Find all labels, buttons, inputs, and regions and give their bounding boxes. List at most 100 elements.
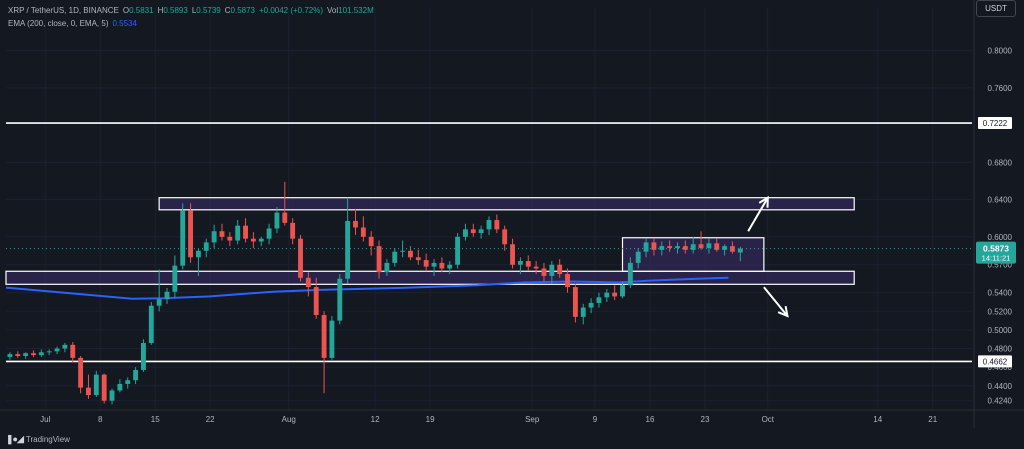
time-tick-label: Jul	[40, 415, 50, 424]
candle	[180, 203, 186, 270]
change-value: +0.0042 (+0.72%)	[258, 6, 324, 15]
horizontal-levels	[6, 122, 972, 363]
candle	[463, 223, 468, 241]
candle-body	[266, 228, 272, 239]
candle	[353, 208, 358, 235]
candle	[235, 220, 241, 245]
candle	[698, 231, 704, 250]
candle	[360, 216, 366, 242]
candle-body	[730, 246, 735, 252]
candle	[620, 281, 625, 299]
candle	[62, 342, 68, 353]
candle-body	[431, 262, 437, 267]
candle	[525, 255, 531, 271]
level-price-tag-label: 0.4662	[983, 357, 1008, 366]
ema-legend-row[interactable]: EMA (200, close, 0, EMA, 5) 0.5534	[8, 17, 374, 30]
candle	[549, 261, 555, 284]
candle	[722, 244, 728, 256]
candle-body	[54, 348, 60, 352]
candle	[651, 238, 657, 256]
candle	[15, 351, 21, 358]
candle-body	[408, 250, 413, 258]
candle	[682, 240, 688, 254]
candle	[572, 283, 578, 323]
candle	[133, 367, 139, 384]
candle	[290, 218, 296, 245]
tradingview-logo-icon: ❚●◢	[6, 434, 24, 444]
price-tick-label: 0.4240	[988, 397, 1013, 406]
candle-body	[78, 357, 84, 388]
candle	[533, 261, 539, 275]
candle-body	[737, 248, 743, 253]
candle-body	[478, 229, 484, 234]
candle-body	[329, 320, 335, 358]
candle	[282, 181, 288, 226]
candle	[494, 214, 500, 234]
price-tick-label: 0.7600	[988, 84, 1013, 93]
candle	[86, 374, 91, 399]
price-axis[interactable]: 0.8000 0.7600 0.6800 0.6400 0.6000 0.5700 0.54…	[973, 0, 1013, 428]
candle	[93, 370, 99, 397]
candle-body	[313, 287, 319, 316]
candle-body	[125, 380, 131, 384]
candle	[659, 241, 665, 256]
candle-body	[651, 242, 657, 250]
candle-body	[353, 220, 358, 228]
volume-label: Vol	[327, 6, 339, 15]
currency-button[interactable]: USDT	[976, 0, 1016, 17]
candle	[46, 349, 52, 356]
candle	[431, 259, 437, 276]
candle-body	[423, 260, 429, 267]
candle	[541, 262, 547, 282]
candle-body	[486, 220, 492, 230]
time-tick-label: 14	[873, 415, 882, 424]
time-tick-label: Sep	[525, 415, 540, 424]
breakout-up-arrow	[747, 195, 769, 232]
candle-body	[596, 297, 602, 303]
time-tick-label: 16	[646, 415, 655, 424]
candle-body	[722, 246, 728, 250]
candle-body	[376, 246, 382, 273]
candle-body	[635, 251, 641, 263]
volume-value: 101.532M	[338, 6, 374, 15]
candle-body	[141, 342, 146, 370]
candle-body	[533, 266, 539, 269]
candle	[376, 240, 382, 279]
candle-body	[675, 246, 680, 248]
candle-body	[392, 251, 398, 263]
tradingview-logo-text: TradingView	[25, 435, 70, 444]
candle	[557, 259, 563, 278]
breakdown-down-arrow	[763, 286, 789, 318]
candle-body	[188, 210, 193, 258]
price-tick-label: 0.4400	[988, 382, 1013, 391]
candle-body	[384, 262, 390, 273]
price-tick-label: 0.4800	[988, 345, 1013, 354]
candle	[510, 238, 515, 269]
symbol-legend-row[interactable]: XRP / TetherUS, 1D, BINANCE O 0.5831 H 0.5…	[8, 4, 374, 17]
candle-body	[305, 277, 311, 288]
price-tick-label: 0.6800	[988, 158, 1013, 167]
candle	[502, 225, 508, 251]
candle	[675, 242, 680, 254]
candle	[470, 223, 476, 237]
candle-body	[195, 250, 201, 258]
candle-body	[690, 244, 696, 250]
candle	[565, 268, 570, 293]
candle-body	[400, 250, 406, 252]
candle	[439, 257, 445, 273]
level-price-tag-bg	[978, 355, 1012, 368]
candle-body	[667, 246, 673, 248]
candle-body	[282, 212, 288, 223]
candle	[258, 236, 264, 247]
upper-resistance-zone	[158, 197, 855, 211]
time-tick-label: Oct	[762, 415, 775, 424]
candle	[141, 339, 146, 372]
close-label: C	[224, 6, 231, 15]
time-tick-label: 9	[593, 415, 598, 424]
candle	[596, 292, 602, 308]
time-axis[interactable]: Jul 8 15 22 Aug 12 19 Sep 9 16 23 Oct 14 21	[0, 409, 1024, 424]
candle	[156, 269, 162, 312]
